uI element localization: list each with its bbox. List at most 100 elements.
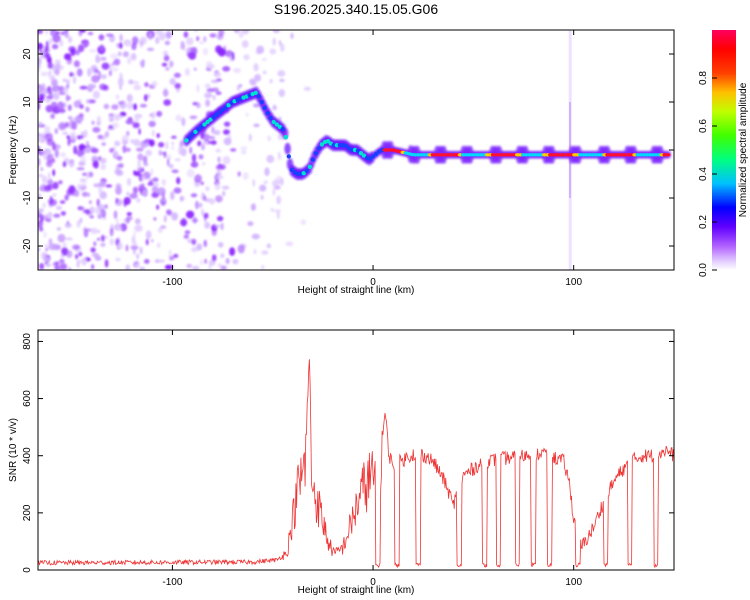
noise-blob <box>196 36 200 42</box>
noise-blob <box>78 143 86 151</box>
noise-blob <box>50 113 55 119</box>
noise-blob <box>126 94 133 103</box>
noise-blob <box>144 259 150 264</box>
noise-blob <box>60 31 66 36</box>
noise-blob <box>97 237 100 241</box>
noise-blob <box>217 175 224 179</box>
noise-blob <box>98 34 105 41</box>
noise-blob <box>81 257 87 266</box>
noise-blob <box>71 121 78 130</box>
noise-blob <box>68 36 73 43</box>
noise-blob <box>279 178 284 186</box>
noise-blob <box>242 30 249 35</box>
noise-blob <box>56 31 60 35</box>
ridge-core <box>301 171 306 176</box>
noise-blob <box>210 140 217 145</box>
noise-blob <box>64 194 69 201</box>
noise-blob <box>143 94 148 102</box>
noise-blob <box>117 101 125 105</box>
noise-blob <box>39 83 46 93</box>
noise-blob <box>80 155 86 164</box>
noise-blob <box>77 44 85 53</box>
noise-blob <box>133 170 137 176</box>
noise-blob <box>203 36 207 43</box>
x-tick-label: 0 <box>370 277 376 288</box>
noise-blob <box>300 219 307 225</box>
noise-blob <box>122 51 129 58</box>
noise-blob <box>93 241 97 247</box>
noise-blob <box>129 117 133 121</box>
y-tick-label: 10 <box>22 96 33 108</box>
ridge-core <box>358 151 364 156</box>
noise-blob <box>205 186 210 192</box>
noise-blob <box>152 177 159 183</box>
noise-blob <box>171 141 174 146</box>
noise-blob <box>204 221 211 229</box>
ridge-core <box>193 129 198 134</box>
noise-blob <box>153 217 157 221</box>
noise-blob <box>126 215 133 221</box>
noise-blob <box>118 242 123 250</box>
noise-blob <box>38 49 43 55</box>
noise-blob <box>183 48 191 52</box>
ridge-core <box>286 154 291 159</box>
noise-blob <box>205 99 211 107</box>
noise-blob <box>47 211 53 219</box>
noise-blob <box>108 64 113 70</box>
noise-blob <box>184 230 191 235</box>
noise-blob <box>141 183 145 192</box>
noise-blob <box>46 184 55 191</box>
noise-blob <box>157 227 163 233</box>
noise-blob <box>132 240 137 246</box>
noise-blob <box>169 60 174 68</box>
noise-blob <box>46 153 54 163</box>
noise-blob <box>121 134 129 143</box>
noise-blob <box>198 202 203 208</box>
noise-blob <box>169 255 175 261</box>
noise-blob <box>45 98 51 104</box>
ridge-core <box>202 122 207 127</box>
noise-blob <box>48 171 51 181</box>
noise-blob <box>204 258 207 264</box>
ridge-core <box>355 148 361 153</box>
noise-blob <box>66 135 71 139</box>
noise-blob <box>126 191 130 196</box>
noise-blob <box>77 206 83 211</box>
noise-blob <box>129 193 138 199</box>
noise-blob <box>93 160 99 169</box>
ridge-core <box>316 146 322 151</box>
noise-blob <box>134 118 140 122</box>
noise-blob <box>135 147 144 152</box>
noise-blob <box>91 70 96 74</box>
noise-blob <box>82 206 85 214</box>
noise-blob <box>198 41 204 45</box>
noise-blob <box>125 264 131 270</box>
noise-blob <box>218 30 225 37</box>
noise-blob <box>191 238 197 245</box>
noise-blob <box>168 249 172 258</box>
ridge-core <box>313 151 319 156</box>
noise-blob <box>90 247 96 253</box>
noise-blob <box>132 80 140 85</box>
noise-blob <box>92 126 101 133</box>
noise-blob <box>114 150 119 158</box>
noise-blob <box>280 43 285 52</box>
noise-blob <box>203 239 207 248</box>
noise-blob <box>160 225 167 229</box>
noise-blob <box>89 83 93 89</box>
noise-blob <box>116 155 123 161</box>
noise-blob <box>79 217 83 224</box>
noise-blob <box>217 47 226 57</box>
noise-blob <box>158 149 162 156</box>
ridge-core <box>325 139 331 144</box>
noise-blob <box>142 142 150 148</box>
noise-blob <box>60 211 66 216</box>
noise-blob <box>220 265 227 270</box>
noise-blob <box>50 101 58 109</box>
noise-blob <box>267 135 272 142</box>
noise-blob <box>44 243 48 249</box>
noise-blob <box>56 65 64 71</box>
noise-blob <box>114 198 123 206</box>
noise-blob <box>191 153 197 163</box>
